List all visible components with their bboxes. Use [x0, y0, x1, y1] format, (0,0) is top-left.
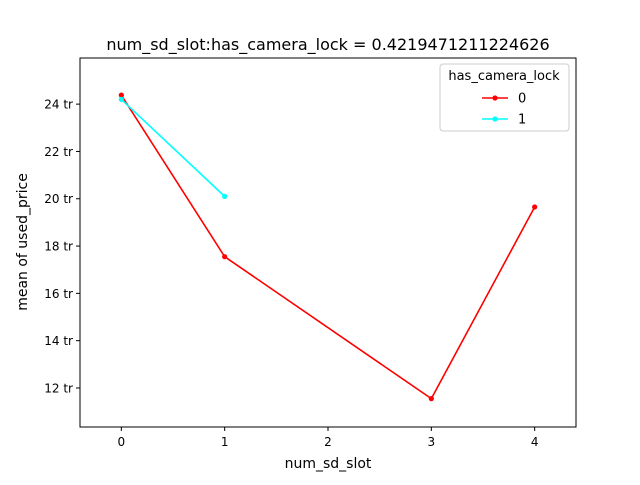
y-tick-label: 12 tr: [44, 381, 73, 395]
series-0-point: [428, 396, 434, 402]
y-tick-label: 24 tr: [44, 98, 73, 112]
legend-label-0: 0: [518, 92, 526, 107]
x-tick-label: 4: [531, 435, 539, 449]
y-axis-label: mean of used_price: [15, 173, 31, 311]
series-0-point: [118, 92, 124, 98]
legend: has_camera_lock 01: [439, 63, 570, 132]
series-1-point: [222, 193, 228, 199]
x-axis-label: num_sd_slot: [285, 456, 372, 472]
y-axis-ticks: 12 tr 14 tr 16 tr 18 tr 20 tr 22 tr 24 tr: [44, 98, 80, 395]
series-0-point: [532, 204, 538, 210]
x-tick-label: 3: [428, 435, 436, 449]
y-tick-label: 22 tr: [44, 145, 73, 159]
x-tick-label: 0: [118, 435, 126, 449]
x-tick-label: 2: [324, 435, 332, 449]
chart-title: num_sd_slot:has_camera_lock = 0.42194712…: [106, 35, 549, 55]
y-tick-label: 14 tr: [44, 334, 73, 348]
y-tick-label: 16 tr: [44, 287, 73, 301]
legend-marker-1: [492, 116, 498, 122]
legend-entries: 01: [482, 92, 526, 128]
series-1-line: [120, 98, 226, 197]
series-layer: [118, 92, 538, 402]
x-axis-ticks: 0 1 2 3 4: [118, 427, 539, 449]
y-tick-label: 18 tr: [44, 240, 73, 254]
series-0-point: [222, 254, 228, 260]
legend-marker-0: [492, 95, 498, 101]
x-tick-label: 1: [221, 435, 229, 449]
legend-title: has_camera_lock: [448, 69, 560, 84]
series-0-line: [120, 94, 536, 400]
y-tick-label: 20 tr: [44, 192, 73, 206]
legend-label-1: 1: [518, 113, 526, 128]
series-1-point: [118, 96, 124, 102]
